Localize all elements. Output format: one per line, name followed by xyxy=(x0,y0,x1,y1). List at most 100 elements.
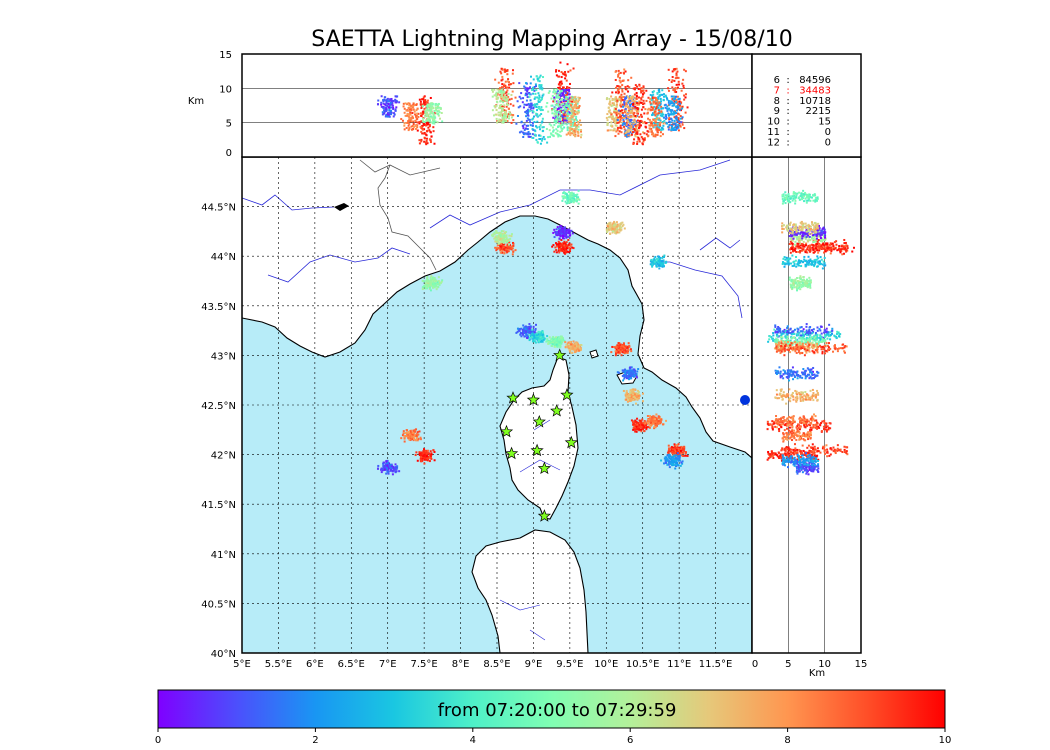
lightning-source xyxy=(673,443,676,446)
lightning-source xyxy=(634,394,637,397)
lightning-source-alt xyxy=(621,88,624,91)
lightning-source-alt xyxy=(623,72,626,75)
lightning-source-alt xyxy=(678,100,681,103)
lightning-source-alt xyxy=(545,105,548,108)
lightning-source-alt xyxy=(496,92,499,95)
lightning-source-alt xyxy=(525,89,528,92)
lightning-source-alt xyxy=(415,116,418,119)
lightning-source xyxy=(564,192,567,195)
lightning-source-alt xyxy=(572,67,575,70)
lightning-source-alt xyxy=(629,129,632,132)
lightning-source xyxy=(566,196,569,199)
lightning-source-alt xyxy=(390,106,393,109)
lightning-source-alt xyxy=(615,113,618,116)
lightning-source xyxy=(381,467,384,470)
lightning-source-alt xyxy=(616,98,619,101)
lightning-source-alt xyxy=(431,105,434,108)
lightning-source xyxy=(385,472,388,475)
lon-tick-label: 8°E xyxy=(452,659,470,670)
corsica-land xyxy=(499,356,579,520)
lightning-source-alt xyxy=(657,112,660,115)
lightning-source xyxy=(626,374,629,377)
lightning-source xyxy=(634,402,637,405)
lightning-source xyxy=(574,193,577,196)
lightning-source-alt xyxy=(573,132,576,135)
lightning-source-alt xyxy=(564,102,567,105)
lightning-source xyxy=(410,432,413,435)
lightning-source xyxy=(576,343,579,346)
lightning-source-alt xyxy=(536,141,539,144)
lightning-source xyxy=(504,246,507,249)
lightning-source-alt xyxy=(578,106,581,109)
lightning-source-alt xyxy=(613,111,616,114)
lightning-source-alt xyxy=(507,92,510,95)
lightning-source-alt xyxy=(526,132,529,135)
lightning-source xyxy=(667,459,670,462)
lightning-source xyxy=(568,201,571,204)
lightning-source xyxy=(680,445,683,448)
lightning-source-alt xyxy=(674,77,677,80)
station-star xyxy=(530,443,544,457)
lightning-source-alt xyxy=(673,126,676,129)
lightning-source-alt xyxy=(619,101,622,104)
lightning-source-alt xyxy=(569,108,572,111)
lightning-source-alt xyxy=(541,117,544,120)
lightning-source-alt xyxy=(640,91,643,94)
lightning-source xyxy=(663,254,666,257)
lightning-source-alt xyxy=(667,100,670,103)
lightning-source-alt xyxy=(560,108,563,111)
lightning-source-alt xyxy=(426,142,429,145)
lightning-source-alt xyxy=(675,74,678,77)
lightning-source xyxy=(624,393,627,396)
lightning-source xyxy=(410,438,413,441)
lightning-source-alt xyxy=(639,88,642,91)
lightning-source xyxy=(528,332,531,335)
lightning-source-alt xyxy=(428,116,431,119)
lightning-source xyxy=(567,238,570,241)
lightning-source-alt xyxy=(501,78,504,81)
lightning-source xyxy=(559,228,562,231)
lightning-source xyxy=(498,243,501,246)
lightning-source-alt xyxy=(557,99,560,102)
lightning-source-alt xyxy=(675,127,678,130)
lightning-source xyxy=(562,227,565,230)
lightning-source-alt xyxy=(674,86,677,89)
lightning-source xyxy=(562,228,565,231)
lightning-source xyxy=(654,426,657,429)
lightning-source-alt xyxy=(680,121,683,124)
lightning-source-alt xyxy=(621,109,624,112)
lightning-source-alt xyxy=(611,118,614,121)
lightning-source-alt xyxy=(503,115,506,118)
lightning-source xyxy=(628,375,631,378)
lightning-source xyxy=(616,344,619,347)
lightning-source-alt xyxy=(441,120,444,123)
lightning-source-alt xyxy=(429,102,432,105)
lightning-source xyxy=(668,448,671,451)
lightning-source-alt xyxy=(580,129,583,132)
lightning-source-alt xyxy=(537,99,540,102)
lightning-source-alt xyxy=(403,111,406,114)
lightning-source-alt xyxy=(529,135,532,138)
lightning-source-alt xyxy=(641,121,644,124)
lightning-source xyxy=(382,464,385,467)
lightning-source-alt xyxy=(549,135,552,138)
lightning-source-alt xyxy=(571,103,574,106)
lightning-source-alt xyxy=(506,70,509,73)
lightning-source-alt xyxy=(618,130,621,133)
lightning-source xyxy=(658,263,661,266)
lightning-source-alt xyxy=(634,84,637,87)
lightning-source-alt xyxy=(569,82,572,85)
lightning-source-alt xyxy=(382,99,385,102)
lightning-source xyxy=(419,458,422,461)
lightning-source-alt xyxy=(533,103,536,106)
lightning-source-alt xyxy=(527,133,530,136)
lightning-source xyxy=(523,331,526,334)
lightning-source-alt xyxy=(620,93,623,96)
lightning-source-alt xyxy=(494,78,497,81)
lightning-source xyxy=(574,344,577,347)
lightning-source xyxy=(532,335,535,338)
lightning-source xyxy=(429,450,432,453)
lightning-source-alt xyxy=(556,96,559,99)
lightning-source-alt xyxy=(533,120,536,123)
lightning-source xyxy=(440,280,443,283)
